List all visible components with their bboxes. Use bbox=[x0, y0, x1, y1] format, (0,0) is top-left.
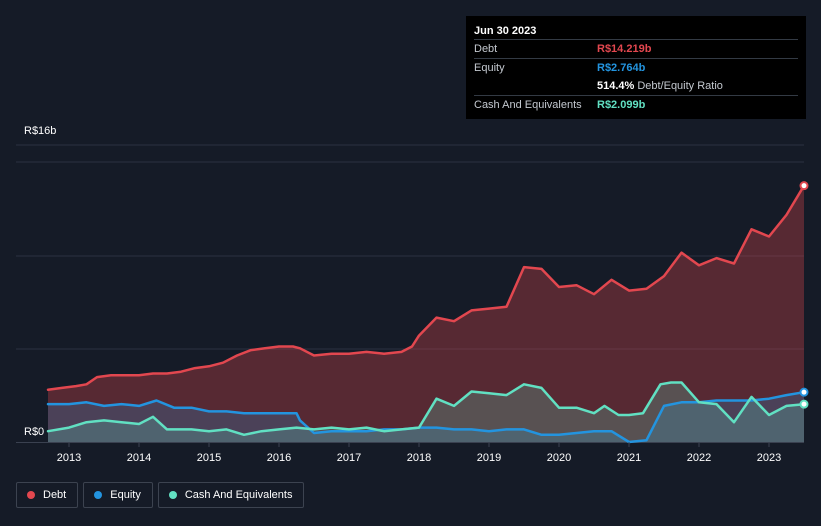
legend-label-cash: Cash And Equivalents bbox=[184, 489, 293, 501]
legend-item-equity[interactable]: Equity bbox=[83, 482, 153, 508]
grid-lines bbox=[16, 144, 804, 443]
x-tick-label-2015: 2015 bbox=[197, 452, 221, 464]
tooltip-date: Jun 30 2023 bbox=[474, 25, 537, 37]
legend-dot-debt-icon bbox=[27, 491, 35, 499]
legend-dot-equity-icon bbox=[94, 491, 103, 499]
tooltip-ratio-label bbox=[474, 78, 597, 95]
tooltip-ratio-suffix: Debt/Equity Ratio bbox=[637, 80, 723, 92]
debt-endpoint-marker bbox=[799, 181, 809, 191]
legend-label-debt: Debt bbox=[43, 489, 67, 501]
x-tick-label-2023: 2023 bbox=[757, 452, 781, 464]
x-tick-label-2018: 2018 bbox=[407, 452, 431, 464]
y-axis-top-label: R$16b bbox=[24, 125, 56, 137]
legend-item-cash[interactable]: Cash And Equivalents bbox=[157, 482, 305, 508]
debt-area bbox=[48, 185, 804, 442]
debt-line bbox=[46, 184, 806, 391]
tooltip-debt-label: Debt bbox=[474, 43, 498, 55]
x-tick-label-2019: 2019 bbox=[477, 452, 501, 464]
tooltip-row-equity: Equity R$2.764b bbox=[474, 58, 798, 77]
tooltip-equity-label: Equity bbox=[474, 62, 505, 74]
tooltip-debt-value: R$14.219b bbox=[597, 43, 652, 55]
tooltip-cash-value: R$2.099b bbox=[597, 99, 646, 111]
x-axis-ticks: 2013 2014 2015 2016 2017 2018 2019 2020 2021 2022… bbox=[57, 442, 781, 464]
x-tick-label-2016: 2016 bbox=[267, 452, 291, 464]
legend-item-debt[interactable]: Debt bbox=[16, 482, 79, 508]
chart-legend: Debt Equity Cash And Equivalents bbox=[16, 482, 305, 508]
tooltip-panel: Jun 30 2023 Debt R$14.219b Equity R$2.76… bbox=[466, 16, 806, 119]
cash-area bbox=[48, 382, 804, 442]
x-tick-label-2013: 2013 bbox=[57, 452, 81, 464]
legend-dot-cash-icon bbox=[168, 491, 177, 499]
tooltip-row-ratio: 514.4% Debt/Equity Ratio bbox=[474, 77, 798, 95]
x-tick-label-2014: 2014 bbox=[127, 452, 151, 464]
series-areas bbox=[48, 185, 804, 442]
x-tick-label-2020: 2020 bbox=[547, 452, 571, 464]
series-endpoints bbox=[799, 181, 809, 409]
tooltip-row-cash: Cash And Equivalents R$2.099b bbox=[474, 95, 798, 114]
tooltip-ratio-value: 514.4% bbox=[597, 80, 635, 92]
y-axis-bottom-label: R$0 bbox=[24, 426, 44, 438]
equity-endpoint-marker bbox=[799, 387, 809, 397]
tooltip-row-debt: Debt R$14.219b bbox=[474, 39, 798, 58]
equity-area bbox=[48, 392, 804, 442]
cash-line bbox=[46, 381, 806, 437]
tooltip-equity-value: R$2.764b bbox=[597, 62, 646, 74]
x-tick-label-2017: 2017 bbox=[337, 452, 361, 464]
x-tick-label-2022: 2022 bbox=[687, 452, 711, 464]
x-tick-label-2021: 2021 bbox=[617, 452, 641, 464]
legend-label-equity: Equity bbox=[110, 489, 141, 501]
series-lines bbox=[46, 184, 806, 444]
tooltip-cash-label: Cash And Equivalents bbox=[474, 99, 582, 111]
cash-endpoint-marker bbox=[799, 399, 809, 409]
